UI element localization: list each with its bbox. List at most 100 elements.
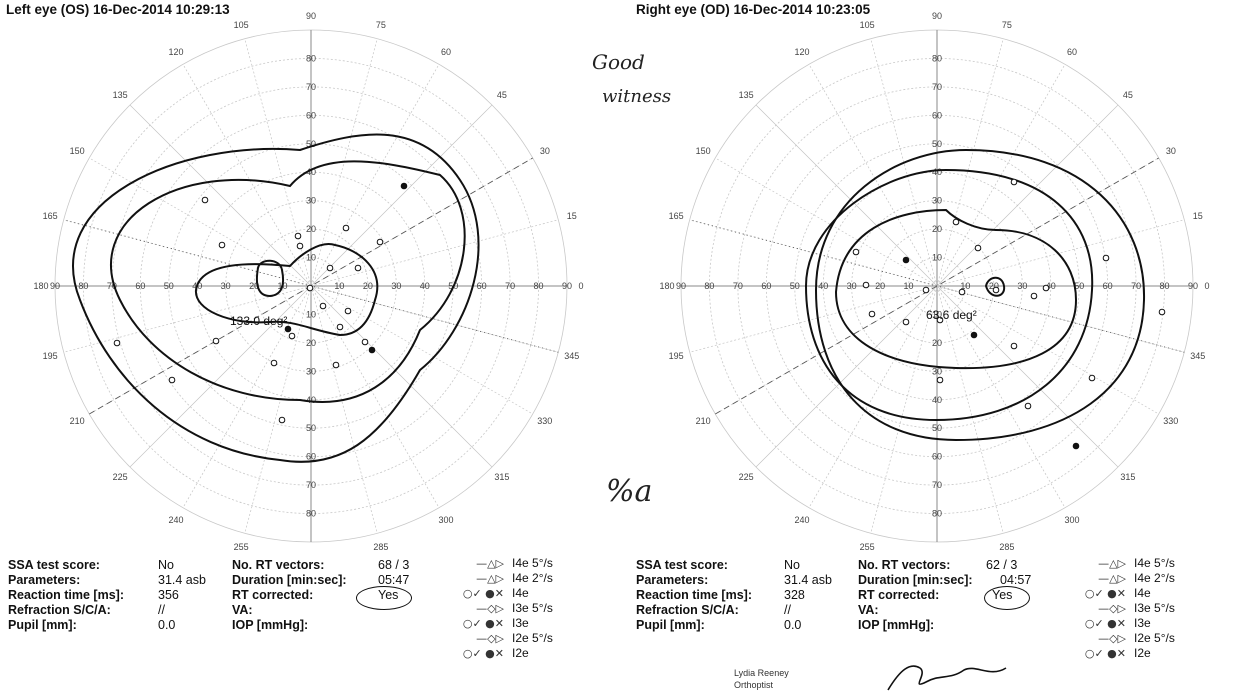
angle-tick-label: 105 xyxy=(234,20,249,30)
grid-radial xyxy=(936,38,1004,287)
angle-tick-label: 300 xyxy=(438,515,453,525)
radius-tick-label: 50 xyxy=(164,281,174,291)
legend-row: —△▷ I4e 2°/s xyxy=(476,571,553,585)
stimulus-point xyxy=(902,256,910,264)
radius-tick-label: 50 xyxy=(932,139,942,149)
rt-corrected-label: RT corrected: xyxy=(858,588,940,602)
pupil-value: 0.0 xyxy=(784,618,802,632)
radius-tick-label: 40 xyxy=(932,167,942,177)
reaction-label: Reaction time [ms]: xyxy=(636,588,752,602)
isopter-contour xyxy=(72,133,480,463)
stimulus-point xyxy=(1088,374,1096,382)
ssa-value: No xyxy=(784,558,800,572)
radius-tick-label: 20 xyxy=(249,281,259,291)
radius-tick-label: 80 xyxy=(932,53,942,63)
angle-tick-label: 30 xyxy=(1166,146,1176,156)
refraction-label: Refraction S/C/A: xyxy=(8,603,111,617)
examiner-name: Lydia Reeney xyxy=(734,668,789,678)
radius-tick-label: 30 xyxy=(306,196,316,206)
radius-tick-label: 20 xyxy=(875,281,885,291)
grid-radial xyxy=(689,219,938,287)
stimulus-point xyxy=(1102,254,1110,262)
isopter-contour xyxy=(814,148,1146,442)
isopter-contour xyxy=(255,259,285,298)
stimulus-point xyxy=(970,331,978,339)
angle-tick-label: 285 xyxy=(999,542,1014,552)
angle-tick-label: 180 xyxy=(659,281,674,291)
parameters-label: Parameters: xyxy=(8,573,81,587)
grid-radial xyxy=(936,285,1004,534)
rt-vectors-label: No. RT vectors: xyxy=(232,558,325,572)
parameters-value: 31.4 asb xyxy=(784,573,832,587)
angle-tick-label: 120 xyxy=(794,47,809,57)
grid-radial xyxy=(808,285,938,508)
radius-tick-label: 10 xyxy=(932,309,942,319)
handwritten-va-note: %a xyxy=(606,474,653,509)
radius-tick-label: 50 xyxy=(932,423,942,433)
radius-tick-label: 30 xyxy=(932,366,942,376)
angle-tick-label: 300 xyxy=(1064,515,1079,525)
angle-tick-label: 195 xyxy=(43,351,58,361)
pupil-value: 0.0 xyxy=(158,618,176,632)
rt-vectors-value: 62 / 3 xyxy=(986,558,1018,572)
legend-row: —◇▷ I2e 5°/s xyxy=(1098,631,1175,645)
grid-radial xyxy=(63,219,312,287)
radius-tick-label: 60 xyxy=(477,281,487,291)
handwritten-note-good: Good xyxy=(592,50,645,74)
grid-radial xyxy=(936,285,1119,468)
stimulus-point xyxy=(936,376,944,384)
grid-radial xyxy=(182,64,312,287)
stimulus-point xyxy=(400,182,408,190)
grid-radial xyxy=(936,285,1185,353)
angle-tick-label: 0 xyxy=(1204,281,1209,291)
iop-label: IOP [mmHg]: xyxy=(858,618,935,632)
angle-tick-label: 75 xyxy=(376,20,386,30)
handwritten-note-witness: witness xyxy=(602,86,672,107)
angle-tick-label: 255 xyxy=(860,542,875,552)
grid-radial xyxy=(310,285,378,534)
ssa-label: SSA test score: xyxy=(8,558,100,572)
left-eye-title: Left eye (OS) 16-Dec-2014 10:29:13 xyxy=(6,2,230,17)
grid-radial xyxy=(870,285,938,534)
radius-tick-label: 80 xyxy=(78,281,88,291)
radius-tick-label: 70 xyxy=(733,281,743,291)
radius-tick-label: 60 xyxy=(1103,281,1113,291)
angle-tick-label: 90 xyxy=(306,11,316,21)
reference-line xyxy=(689,219,1185,353)
isopter-contour xyxy=(804,168,1094,422)
angle-tick-label: 45 xyxy=(497,90,507,100)
grid-radial xyxy=(63,285,312,353)
stimulus-point xyxy=(1158,308,1166,316)
stimulus-point xyxy=(168,376,176,384)
legend-row: ○✓ ●✕ I4e xyxy=(462,586,529,600)
stimulus-point xyxy=(952,218,960,226)
angle-tick-label: 15 xyxy=(1193,211,1203,221)
stimulus-point xyxy=(1024,402,1032,410)
legend-row: ○✓ ●✕ I4e xyxy=(1084,586,1151,600)
radius-tick-label: 20 xyxy=(306,338,316,348)
radius-tick-label: 10 xyxy=(334,281,344,291)
angle-tick-label: 30 xyxy=(540,146,550,156)
radius-tick-label: 60 xyxy=(932,452,942,462)
ssa-value: No xyxy=(158,558,174,572)
radius-tick-label: 40 xyxy=(818,281,828,291)
angle-tick-label: 285 xyxy=(373,542,388,552)
radius-tick-label: 30 xyxy=(1017,281,1027,291)
radius-tick-label: 70 xyxy=(107,281,117,291)
pupil-label: Pupil [mm]: xyxy=(636,618,705,632)
grid-radial xyxy=(244,38,312,287)
stimulus-point xyxy=(1010,342,1018,350)
radius-tick-label: 40 xyxy=(420,281,430,291)
angle-tick-label: 195 xyxy=(669,351,684,361)
stimulus-point xyxy=(332,361,340,369)
va-label: VA: xyxy=(858,603,879,617)
legend-row: ○✓ ●✕ I2e xyxy=(1084,646,1151,660)
duration-value: 04:57 xyxy=(1000,573,1032,587)
angle-tick-label: 180 xyxy=(33,281,48,291)
radius-tick-label: 70 xyxy=(1131,281,1141,291)
radius-tick-label: 80 xyxy=(704,281,714,291)
isopter-contour xyxy=(984,276,1006,297)
right-area-label: 63.6 deg² xyxy=(926,308,977,322)
stimulus-point xyxy=(368,346,376,354)
isopter-contour xyxy=(194,243,379,337)
